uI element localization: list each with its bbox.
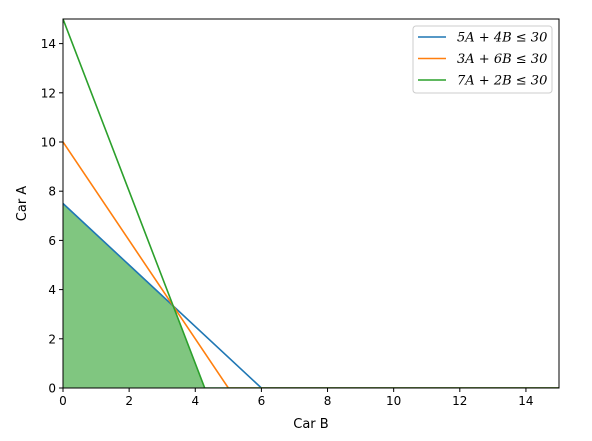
y-tick-label: 14	[41, 37, 56, 51]
feasible-region	[63, 203, 205, 388]
series-line-3	[63, 19, 559, 388]
y-tick-label: 2	[48, 332, 56, 346]
legend-entry-2: 3A + 6B ≤ 30	[457, 52, 547, 67]
plot-area	[62, 18, 560, 389]
series-line-1	[63, 202, 559, 388]
y-tick-label: 6	[48, 234, 56, 248]
y-tick-label: 12	[41, 86, 56, 100]
axes-frame	[62, 18, 560, 389]
x-tick-label: 6	[258, 394, 266, 408]
series-group	[63, 19, 559, 388]
x-tick-label: 14	[518, 394, 533, 408]
x-tick-label: 4	[191, 394, 199, 408]
y-axis-ticks: 0 2 4 6 8 10 12 14	[41, 37, 63, 396]
legend: 5A + 4B ≤ 30 3A + 6B ≤ 30 7A + 2B ≤ 30	[412, 25, 553, 94]
x-tick-label: 0	[59, 394, 67, 408]
y-tick-label: 0	[48, 382, 56, 396]
x-axis-ticks: 0 2 4 6 8 10 12 14	[59, 388, 534, 408]
series-line-2	[63, 141, 559, 388]
x-tick-label: 2	[125, 394, 133, 408]
x-tick-label: 10	[386, 394, 401, 408]
x-tick-label: 12	[452, 394, 467, 408]
x-tick-label: 8	[324, 394, 332, 408]
legend-entry-1: 5A + 4B ≤ 30	[457, 31, 547, 46]
y-tick-label: 4	[48, 283, 56, 297]
legend-box	[412, 25, 553, 94]
legend-entry-3: 7A + 2B ≤ 30	[457, 74, 547, 89]
y-tick-label: 10	[41, 136, 56, 150]
y-axis-label: Car A	[15, 186, 30, 222]
y-tick-label: 8	[48, 185, 56, 199]
x-axis-label: Car B	[293, 417, 328, 432]
